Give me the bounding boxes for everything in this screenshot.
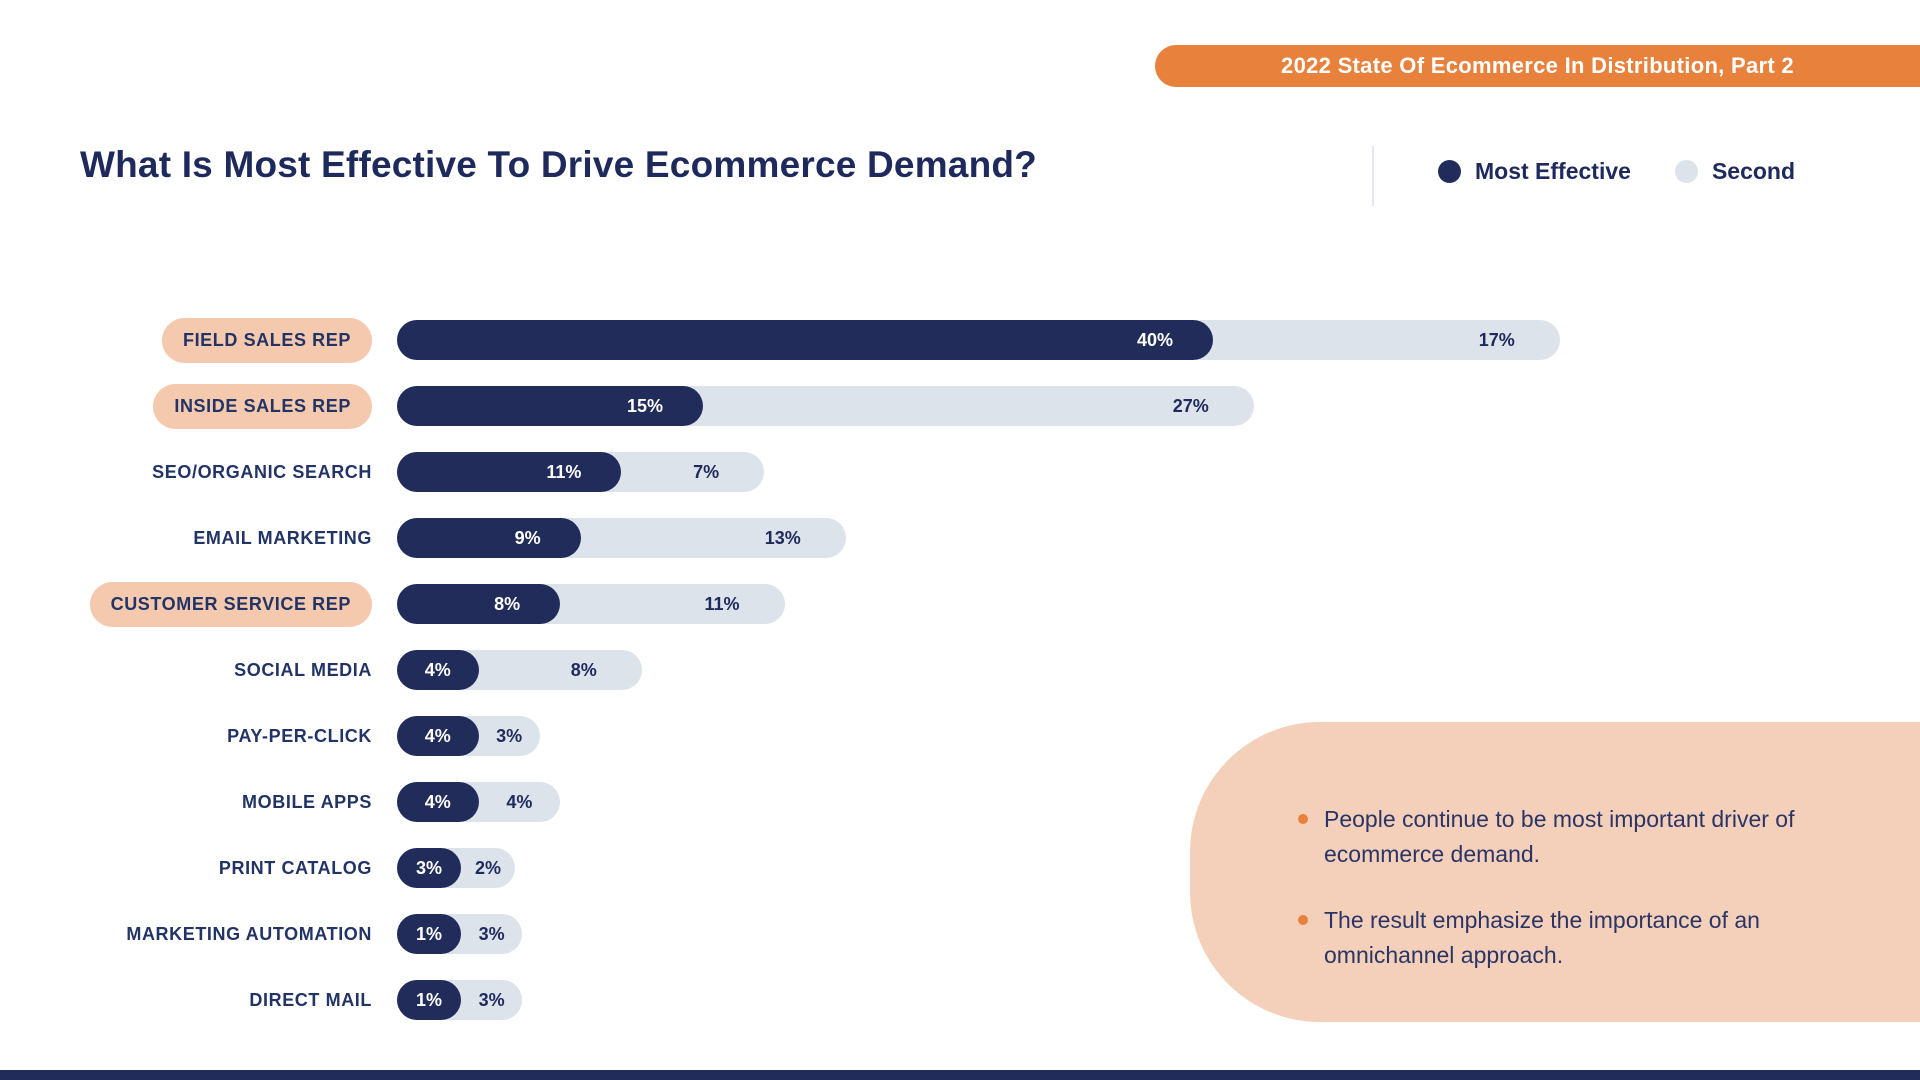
most-effective-bar: 8% — [397, 584, 561, 624]
second-value-wrap: 3% — [479, 716, 540, 756]
chart-row: MARKETING AUTOMATION 3% 1% — [0, 914, 1920, 954]
most-effective-value: 3% — [415, 857, 442, 878]
category-label: PAY-PER-CLICK — [227, 725, 372, 746]
second-value-wrap: 3% — [461, 980, 522, 1020]
chart-row: DIRECT MAIL 3% 1% — [0, 980, 1920, 1020]
category-label-highlighted: INSIDE SALES REP — [153, 383, 372, 429]
second-value-wrap: 27% — [703, 386, 1254, 426]
most-effective-value: 9% — [514, 527, 541, 548]
legend-label-second: Second — [1711, 158, 1796, 184]
category-label-wrap: PAY-PER-CLICK — [0, 716, 372, 756]
second-value: 3% — [496, 725, 523, 746]
chart-row: INSIDE SALES REP 27% 15% — [0, 383, 1920, 429]
most-effective-value: 11% — [546, 461, 582, 482]
legend-label-most-effective: Most Effective — [1475, 158, 1631, 184]
second-value: 3% — [478, 989, 505, 1010]
category-label-wrap: SEO/ORGANIC SEARCH — [0, 452, 372, 492]
category-label-wrap: MOBILE APPS — [0, 782, 372, 822]
most-effective-bar: 40% — [397, 320, 1213, 360]
most-effective-bar: 3% — [397, 848, 461, 888]
most-effective-dot-icon — [1438, 160, 1461, 183]
most-effective-value: 1% — [415, 989, 442, 1010]
category-label-highlighted: CUSTOMER SERVICE REP — [89, 581, 372, 627]
second-value-wrap: 4% — [479, 782, 561, 822]
second-value-wrap: 11% — [560, 584, 784, 624]
second-value: 8% — [570, 659, 597, 680]
category-label: DIRECT MAIL — [249, 989, 372, 1010]
category-label-wrap: EMAIL MARKETING — [0, 518, 372, 558]
most-effective-bar: 4% — [397, 650, 479, 690]
category-label: SEO/ORGANIC SEARCH — [152, 461, 372, 482]
category-label-wrap: FIELD SALES REP — [0, 317, 372, 363]
second-value: 27% — [1172, 395, 1209, 416]
category-label-wrap: CUSTOMER SERVICE REP — [0, 581, 372, 627]
footer-bar — [0, 1070, 1920, 1080]
insights-callout: People continue to be most important dri… — [1190, 722, 1920, 1022]
second-value-wrap: 3% — [461, 914, 522, 954]
most-effective-bar: 1% — [397, 914, 461, 954]
category-label: MOBILE APPS — [242, 791, 372, 812]
category-label-wrap: PRINT CATALOG — [0, 848, 372, 888]
legend-item-second: Second — [1674, 158, 1796, 185]
second-value: 17% — [1478, 329, 1515, 350]
most-effective-bar: 4% — [397, 716, 479, 756]
most-effective-value: 4% — [424, 791, 451, 812]
most-effective-value: 1% — [415, 923, 442, 944]
insight-item: People continue to be most important dri… — [1298, 802, 1890, 871]
category-label: EMAIL MARKETING — [193, 527, 372, 548]
category-label: PRINT CATALOG — [218, 857, 372, 878]
bar-chart: FIELD SALES REP 17% 40% INSIDE SALES REP 27%… — [0, 317, 1920, 1046]
insight-text: The result emphasize the importance of a… — [1324, 907, 1760, 968]
category-label: SOCIAL MEDIA — [234, 659, 372, 680]
most-effective-bar: 4% — [397, 782, 479, 822]
page-title: What Is Most Effective To Drive Ecommerc… — [80, 144, 1037, 185]
second-dot-icon — [1674, 160, 1698, 183]
second-value-wrap: 13% — [581, 518, 846, 558]
second-value: 3% — [478, 923, 505, 944]
chart-row: EMAIL MARKETING 13% 9% — [0, 518, 1920, 558]
second-value-wrap: 8% — [479, 650, 642, 690]
most-effective-value: 15% — [626, 395, 663, 416]
most-effective-bar: 1% — [397, 980, 461, 1020]
second-value-wrap: 2% — [461, 848, 515, 888]
chart-row: SOCIAL MEDIA 8% 4% — [0, 650, 1920, 690]
report-title-banner: 2022 State Of Ecommerce In Distribution,… — [1155, 45, 1920, 87]
category-label-highlighted: FIELD SALES REP — [161, 317, 372, 363]
category-label-wrap: DIRECT MAIL — [0, 980, 372, 1020]
chart-row: CUSTOMER SERVICE REP 11% 8% — [0, 581, 1920, 627]
chart-row: PRINT CATALOG 2% 3% — [0, 848, 1920, 888]
second-value: 2% — [474, 857, 501, 878]
second-value-wrap: 17% — [1213, 320, 1560, 360]
most-effective-value: 8% — [494, 593, 521, 614]
most-effective-bar: 11% — [397, 452, 622, 492]
category-label-wrap: MARKETING AUTOMATION — [0, 914, 372, 954]
legend-item-most-effective: Most Effective — [1438, 158, 1631, 185]
most-effective-value: 4% — [424, 725, 451, 746]
second-value-wrap: 7% — [621, 452, 764, 492]
legend: Most Effective Second — [1438, 158, 1795, 185]
second-value: 13% — [764, 527, 801, 548]
chart-row: FIELD SALES REP 17% 40% — [0, 317, 1920, 363]
bullet-icon — [1298, 915, 1308, 925]
most-effective-bar: 15% — [397, 386, 703, 426]
bullet-icon — [1298, 814, 1308, 824]
second-value: 7% — [693, 461, 720, 482]
insights-list: People continue to be most important dri… — [1190, 722, 1920, 972]
second-value: 11% — [704, 593, 740, 614]
insight-item: The result emphasize the importance of a… — [1298, 903, 1890, 972]
most-effective-bar: 9% — [397, 518, 581, 558]
most-effective-value: 4% — [424, 659, 451, 680]
chart-row: PAY-PER-CLICK 3% 4% — [0, 716, 1920, 756]
category-label-wrap: INSIDE SALES REP — [0, 383, 372, 429]
category-label-wrap: SOCIAL MEDIA — [0, 650, 372, 690]
category-label: MARKETING AUTOMATION — [126, 923, 372, 944]
second-value: 4% — [506, 791, 533, 812]
chart-row: SEO/ORGANIC SEARCH 7% 11% — [0, 452, 1920, 492]
chart-row: MOBILE APPS 4% 4% — [0, 782, 1920, 822]
most-effective-value: 40% — [1136, 329, 1173, 350]
legend-divider — [1372, 146, 1374, 206]
insight-text: People continue to be most important dri… — [1324, 806, 1795, 867]
